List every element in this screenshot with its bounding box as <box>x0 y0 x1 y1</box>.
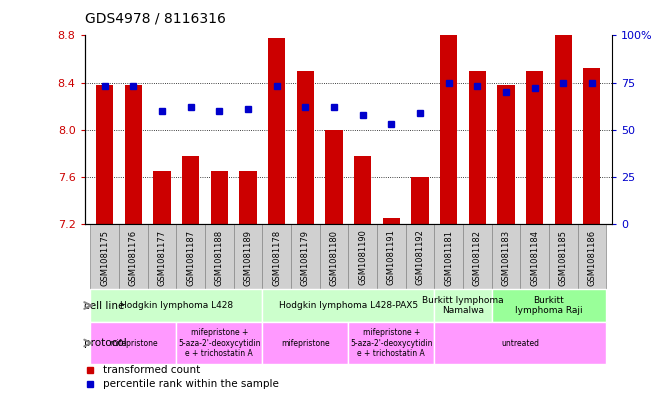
Bar <box>240 171 256 224</box>
Text: Hodgkin lymphoma L428: Hodgkin lymphoma L428 <box>120 301 233 310</box>
Text: mifepristone: mifepristone <box>281 338 329 347</box>
Text: cell line: cell line <box>84 301 124 310</box>
Bar <box>377 224 406 289</box>
Text: GSM1081184: GSM1081184 <box>530 230 539 286</box>
Bar <box>520 224 549 289</box>
Bar <box>526 71 543 224</box>
Text: GDS4978 / 8116316: GDS4978 / 8116316 <box>85 11 225 26</box>
Bar <box>176 224 205 289</box>
Text: mifepristone: mifepristone <box>109 338 158 347</box>
Bar <box>262 289 434 322</box>
Bar <box>434 322 606 364</box>
Text: mifepristone +
5-aza-2'-deoxycytidin
e + trichostatin A: mifepristone + 5-aza-2'-deoxycytidin e +… <box>178 328 260 358</box>
Bar <box>262 322 348 364</box>
Bar <box>234 224 262 289</box>
Text: GSM1081187: GSM1081187 <box>186 230 195 286</box>
Text: GSM1081179: GSM1081179 <box>301 230 310 286</box>
Bar <box>182 156 199 224</box>
Bar <box>211 171 228 224</box>
Bar <box>497 85 514 224</box>
Bar <box>555 35 572 224</box>
Bar <box>383 219 400 224</box>
Text: GSM1081175: GSM1081175 <box>100 230 109 286</box>
Bar <box>549 224 577 289</box>
Bar <box>354 156 371 224</box>
Bar <box>96 85 113 224</box>
Bar <box>463 224 492 289</box>
Text: GSM1081191: GSM1081191 <box>387 230 396 285</box>
Bar <box>125 85 142 224</box>
Bar <box>406 224 434 289</box>
Bar <box>320 224 348 289</box>
Bar <box>583 68 600 224</box>
Text: GSM1081177: GSM1081177 <box>158 230 167 286</box>
Text: GSM1081188: GSM1081188 <box>215 230 224 286</box>
Text: GSM1081176: GSM1081176 <box>129 230 138 286</box>
Text: GSM1081190: GSM1081190 <box>358 230 367 285</box>
Bar <box>291 224 320 289</box>
Bar <box>90 224 119 289</box>
Text: untreated: untreated <box>501 338 539 347</box>
Text: GSM1081192: GSM1081192 <box>415 230 424 285</box>
Bar <box>492 289 606 322</box>
Bar <box>297 71 314 224</box>
Text: GSM1081182: GSM1081182 <box>473 230 482 286</box>
Text: GSM1081178: GSM1081178 <box>272 230 281 286</box>
Text: GSM1081181: GSM1081181 <box>444 230 453 286</box>
Text: mifepristone +
5-aza-2'-deoxycytidin
e + trichostatin A: mifepristone + 5-aza-2'-deoxycytidin e +… <box>350 328 432 358</box>
Bar <box>348 322 434 364</box>
Bar <box>90 322 176 364</box>
Bar <box>492 224 520 289</box>
Bar <box>262 224 291 289</box>
Bar <box>90 289 262 322</box>
Text: Hodgkin lymphoma L428-PAX5: Hodgkin lymphoma L428-PAX5 <box>279 301 418 310</box>
Text: protocol: protocol <box>84 338 127 348</box>
Bar <box>154 171 171 224</box>
Bar <box>176 322 262 364</box>
Text: GSM1081189: GSM1081189 <box>243 230 253 286</box>
Bar <box>205 224 234 289</box>
Bar <box>411 177 428 224</box>
Bar <box>469 71 486 224</box>
Bar <box>434 289 492 322</box>
Text: GSM1081180: GSM1081180 <box>329 230 339 286</box>
Bar <box>348 224 377 289</box>
Text: percentile rank within the sample: percentile rank within the sample <box>103 379 279 389</box>
Bar <box>440 35 457 224</box>
Bar <box>268 38 285 224</box>
Text: transformed count: transformed count <box>103 365 201 375</box>
Bar <box>119 224 148 289</box>
Bar <box>326 130 342 224</box>
Text: Burkitt
lymphoma Raji: Burkitt lymphoma Raji <box>515 296 583 315</box>
Bar <box>577 224 606 289</box>
Text: GSM1081186: GSM1081186 <box>587 230 596 286</box>
Bar <box>434 224 463 289</box>
Bar <box>148 224 176 289</box>
Text: GSM1081183: GSM1081183 <box>501 230 510 286</box>
Text: Burkitt lymphoma
Namalwa: Burkitt lymphoma Namalwa <box>422 296 504 315</box>
Text: GSM1081185: GSM1081185 <box>559 230 568 286</box>
